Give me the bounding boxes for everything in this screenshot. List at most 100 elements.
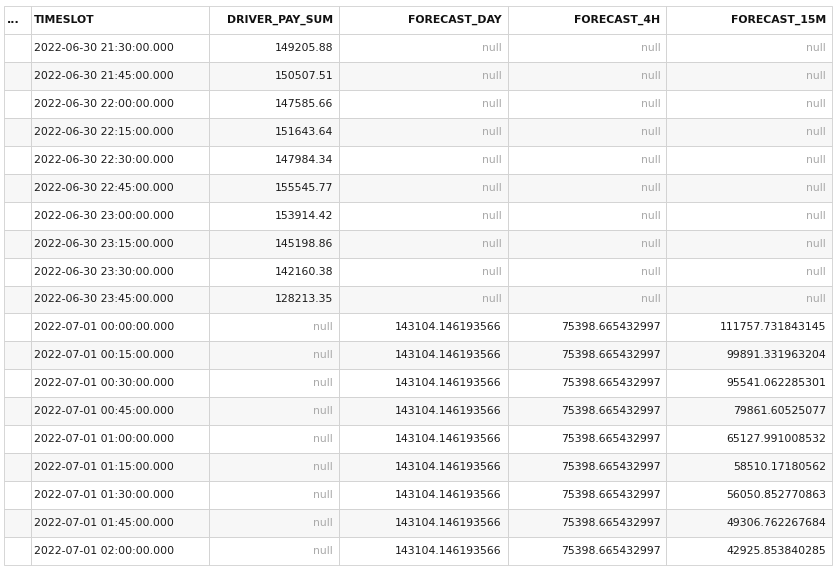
- Bar: [4, 62, 31, 90]
- Bar: [4, 118, 31, 146]
- Text: 151643.64: 151643.64: [275, 127, 334, 136]
- Bar: [31, 509, 209, 537]
- Bar: [339, 286, 507, 313]
- Text: DRIVER_PAY_SUM: DRIVER_PAY_SUM: [227, 15, 334, 25]
- Text: null: null: [482, 99, 502, 108]
- Bar: [339, 34, 507, 62]
- Bar: [339, 341, 507, 369]
- Text: 111757.731843145: 111757.731843145: [720, 323, 826, 332]
- Text: null: null: [314, 351, 334, 360]
- Bar: [4, 286, 31, 313]
- Text: 2022-06-30 23:45:00.000: 2022-06-30 23:45:00.000: [34, 295, 174, 304]
- Bar: [4, 341, 31, 369]
- Bar: [339, 481, 507, 509]
- Bar: [4, 313, 31, 341]
- Text: null: null: [482, 183, 502, 192]
- Bar: [31, 313, 209, 341]
- Bar: [339, 258, 507, 286]
- Bar: [507, 286, 666, 313]
- Bar: [209, 34, 339, 62]
- Bar: [209, 425, 339, 453]
- Text: 2022-06-30 21:45:00.000: 2022-06-30 21:45:00.000: [34, 71, 174, 81]
- Bar: [507, 341, 666, 369]
- Bar: [209, 6, 339, 34]
- Text: 2022-06-30 21:30:00.000: 2022-06-30 21:30:00.000: [34, 43, 174, 53]
- Bar: [31, 481, 209, 509]
- Bar: [507, 146, 666, 174]
- Bar: [31, 118, 209, 146]
- Bar: [339, 6, 507, 34]
- Bar: [4, 34, 31, 62]
- Bar: [209, 397, 339, 425]
- Text: null: null: [806, 183, 826, 192]
- Text: 58510.17180562: 58510.17180562: [733, 463, 826, 472]
- Text: 75398.665432997: 75398.665432997: [561, 518, 660, 528]
- Text: null: null: [640, 239, 660, 248]
- Bar: [31, 341, 209, 369]
- Bar: [666, 397, 832, 425]
- Text: 2022-07-01 01:45:00.000: 2022-07-01 01:45:00.000: [34, 518, 174, 528]
- Text: null: null: [482, 267, 502, 276]
- Bar: [4, 509, 31, 537]
- Text: 2022-06-30 22:00:00.000: 2022-06-30 22:00:00.000: [34, 99, 174, 108]
- Text: 56050.852770863: 56050.852770863: [726, 490, 826, 500]
- Text: 149205.88: 149205.88: [275, 43, 334, 53]
- Text: null: null: [806, 43, 826, 53]
- Bar: [209, 286, 339, 313]
- Bar: [209, 174, 339, 202]
- Text: null: null: [314, 490, 334, 500]
- Bar: [339, 509, 507, 537]
- Bar: [339, 313, 507, 341]
- Bar: [339, 174, 507, 202]
- Bar: [666, 425, 832, 453]
- Bar: [31, 537, 209, 565]
- Text: 143104.146193566: 143104.146193566: [395, 463, 502, 472]
- Bar: [339, 369, 507, 397]
- Bar: [507, 397, 666, 425]
- Bar: [209, 62, 339, 90]
- Bar: [666, 174, 832, 202]
- Bar: [31, 202, 209, 230]
- Text: null: null: [806, 295, 826, 304]
- Text: 75398.665432997: 75398.665432997: [561, 323, 660, 332]
- Text: 75398.665432997: 75398.665432997: [561, 435, 660, 444]
- Text: 143104.146193566: 143104.146193566: [395, 407, 502, 416]
- Text: null: null: [640, 155, 660, 164]
- Bar: [4, 90, 31, 118]
- Text: 2022-07-01 01:00:00.000: 2022-07-01 01:00:00.000: [34, 435, 174, 444]
- Bar: [507, 6, 666, 34]
- Bar: [507, 425, 666, 453]
- Bar: [339, 146, 507, 174]
- Bar: [4, 453, 31, 481]
- Text: null: null: [640, 183, 660, 192]
- Bar: [31, 90, 209, 118]
- Text: 2022-07-01 00:30:00.000: 2022-07-01 00:30:00.000: [34, 379, 174, 388]
- Bar: [4, 202, 31, 230]
- Text: 2022-07-01 00:45:00.000: 2022-07-01 00:45:00.000: [34, 407, 174, 416]
- Bar: [666, 286, 832, 313]
- Bar: [666, 146, 832, 174]
- Bar: [31, 34, 209, 62]
- Text: FORECAST_DAY: FORECAST_DAY: [408, 15, 502, 25]
- Text: 75398.665432997: 75398.665432997: [561, 351, 660, 360]
- Text: 49306.762267684: 49306.762267684: [726, 518, 826, 528]
- Text: 2022-06-30 22:45:00.000: 2022-06-30 22:45:00.000: [34, 183, 174, 192]
- Bar: [339, 537, 507, 565]
- Bar: [507, 537, 666, 565]
- Bar: [31, 146, 209, 174]
- Bar: [31, 258, 209, 286]
- Bar: [4, 174, 31, 202]
- Bar: [4, 146, 31, 174]
- Text: 143104.146193566: 143104.146193566: [395, 351, 502, 360]
- Bar: [4, 369, 31, 397]
- Text: null: null: [314, 407, 334, 416]
- Text: null: null: [314, 518, 334, 528]
- Bar: [209, 481, 339, 509]
- Bar: [31, 397, 209, 425]
- Bar: [339, 62, 507, 90]
- Bar: [209, 453, 339, 481]
- Bar: [666, 481, 832, 509]
- Bar: [666, 537, 832, 565]
- Text: null: null: [640, 295, 660, 304]
- Text: 2022-06-30 22:15:00.000: 2022-06-30 22:15:00.000: [34, 127, 174, 136]
